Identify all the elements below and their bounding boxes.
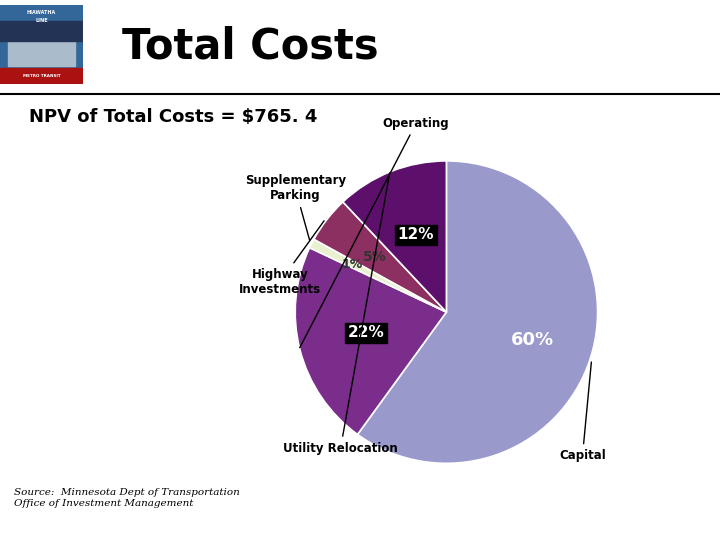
Wedge shape [343,161,446,312]
Text: 60%: 60% [511,331,554,349]
Text: Supplementary
Parking: Supplementary Parking [245,174,346,240]
Text: METRO TRANSIT: METRO TRANSIT [22,74,60,78]
Text: HIAWATHA: HIAWATHA [27,10,56,15]
Text: 5%: 5% [363,249,387,264]
Bar [0,68,83,84]
Text: Utility Relocation: Utility Relocation [283,173,398,455]
Text: 1%: 1% [341,258,363,271]
Bar [0,21,83,40]
Text: 12%: 12% [397,227,434,242]
Wedge shape [358,161,598,463]
Text: Capital: Capital [559,362,606,462]
Text: NPV of Total Costs = $765. 4: NPV of Total Costs = $765. 4 [29,108,318,126]
Text: LINE: LINE [35,18,48,23]
Text: Operating: Operating [300,117,449,348]
Bar [9,23,75,66]
Text: Source:  Minnesota Dept of Transportation
Office of Investment Management: Source: Minnesota Dept of Transportation… [14,488,240,508]
Wedge shape [314,202,446,312]
Wedge shape [295,248,446,435]
Text: Total Costs: Total Costs [122,26,379,68]
Wedge shape [310,239,446,312]
Text: Highway
Investments: Highway Investments [239,221,324,296]
Text: 22%: 22% [348,325,384,340]
